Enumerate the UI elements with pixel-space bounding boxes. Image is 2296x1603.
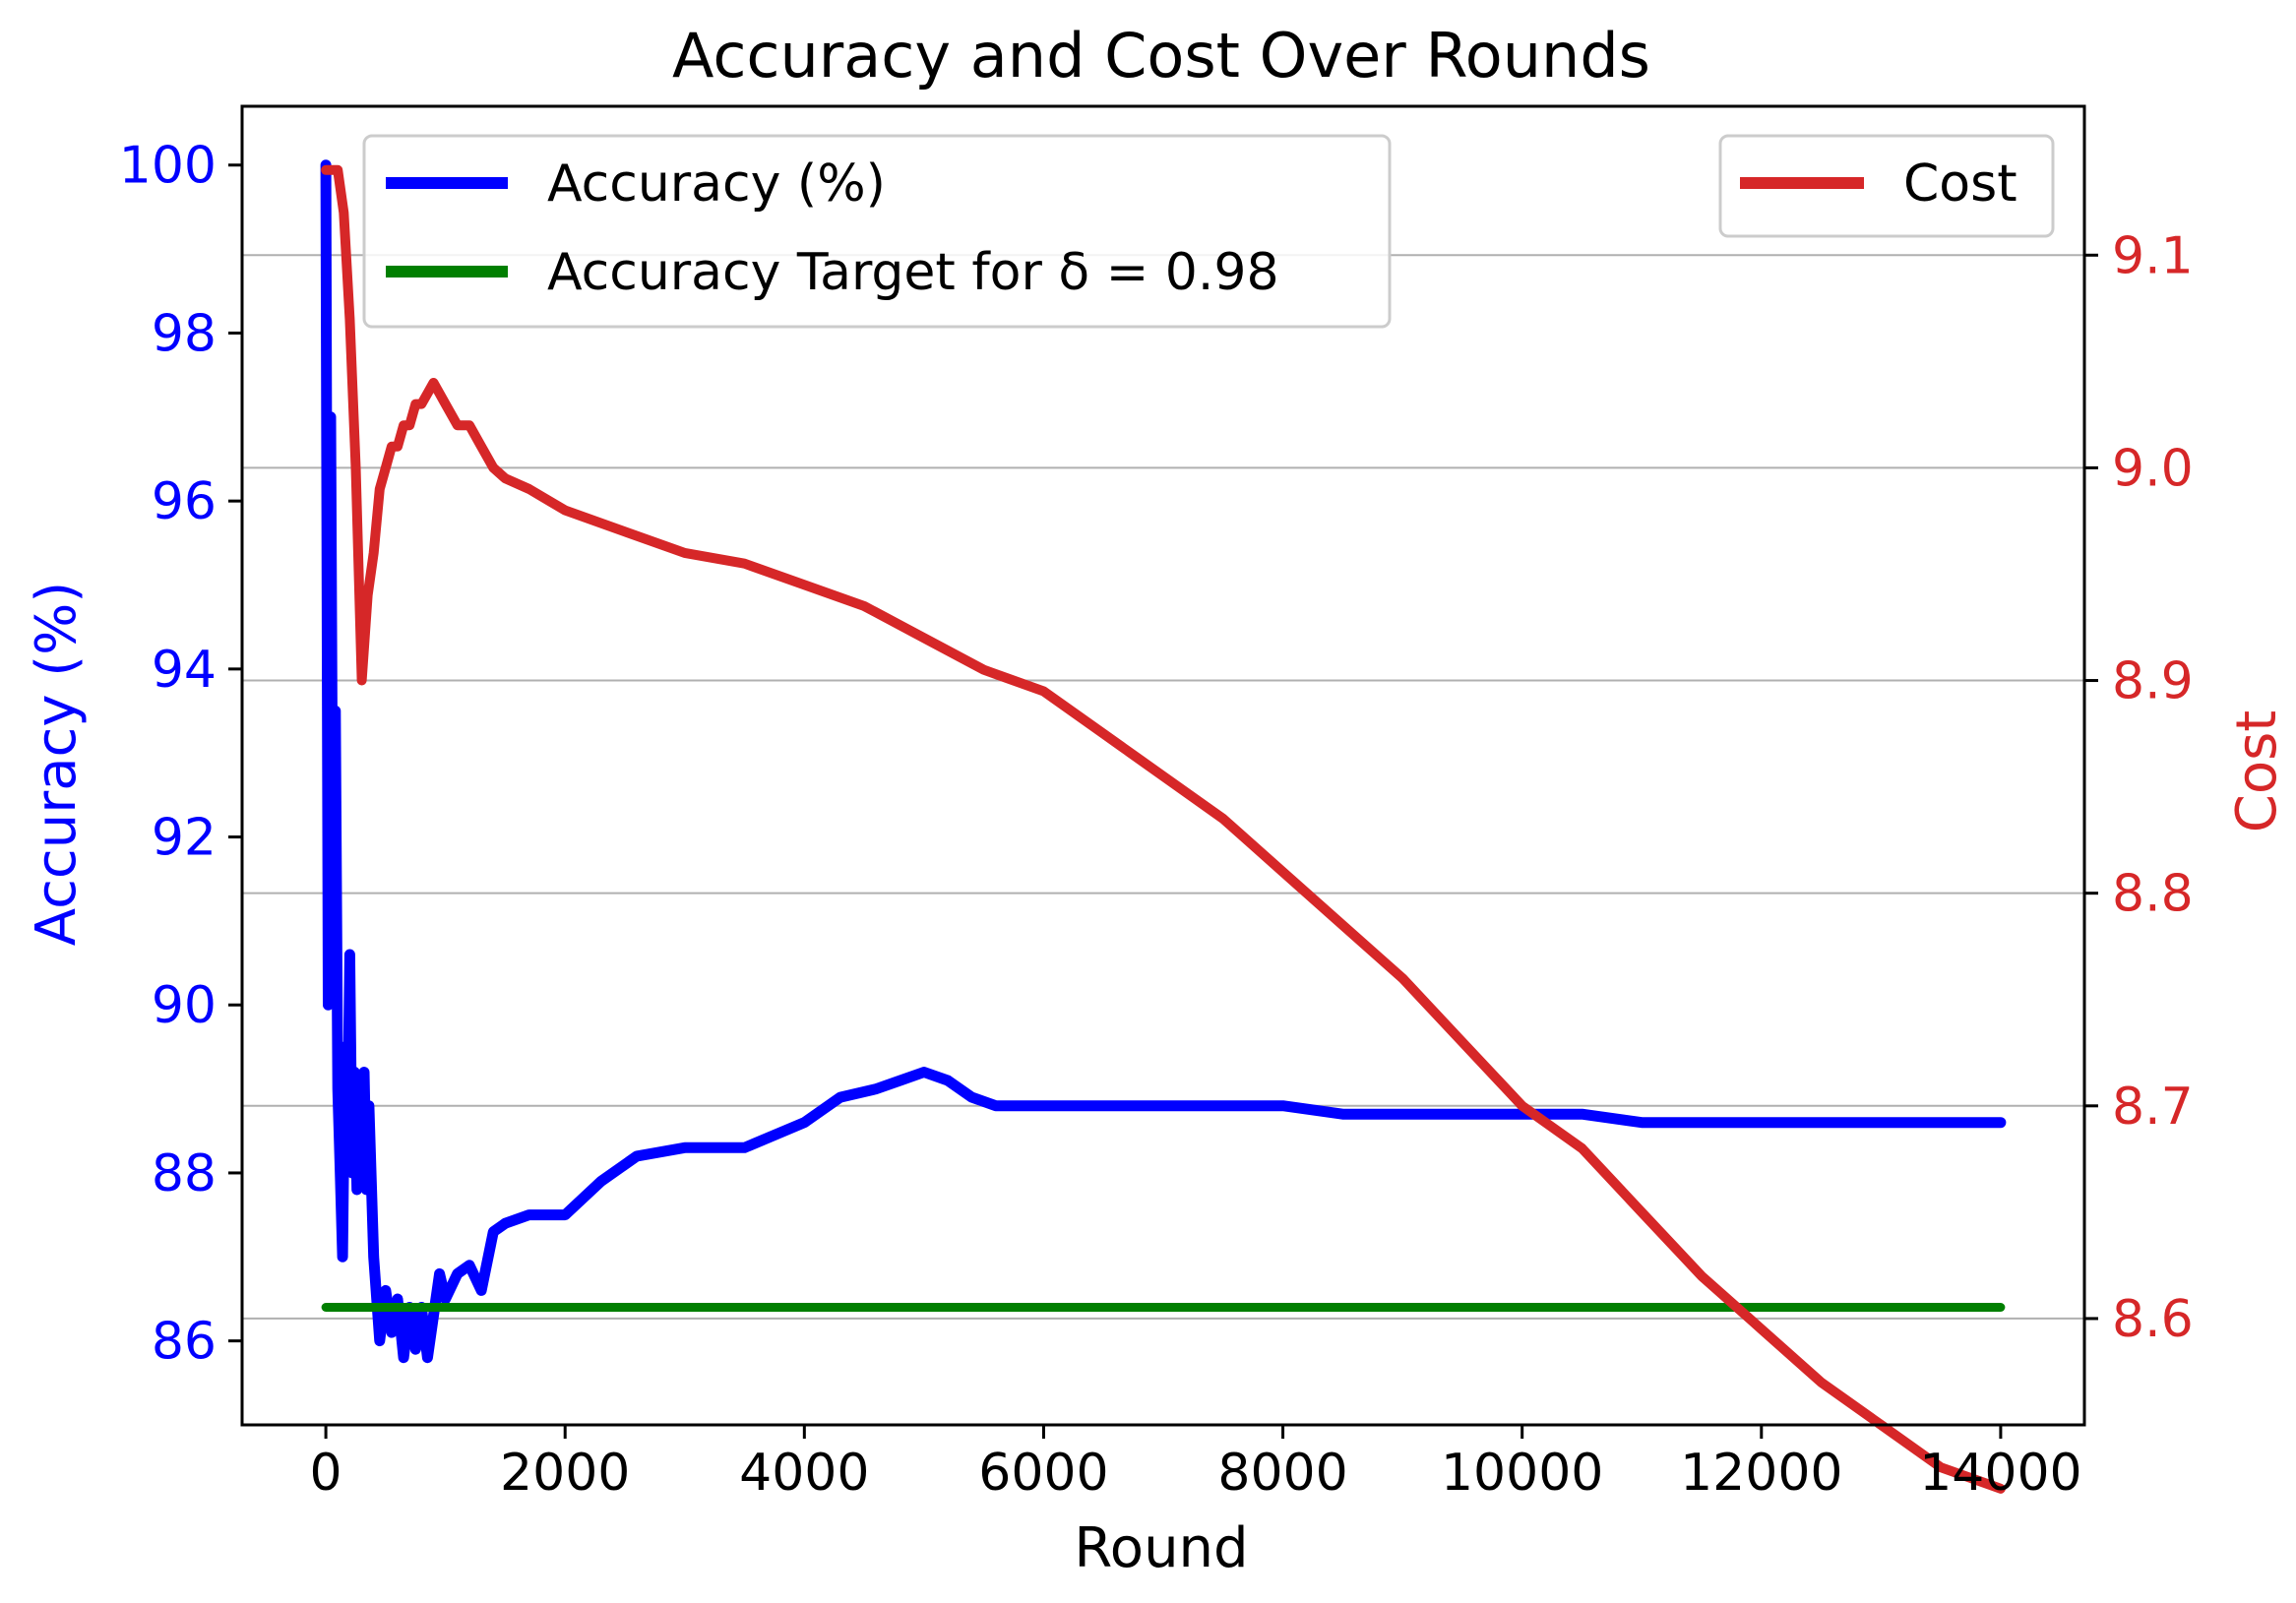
left-y-axis-label: Accuracy (%) (25, 582, 89, 946)
legend-accuracy-label: Accuracy (%) (547, 154, 886, 214)
left-y-tick-label: 96 (152, 472, 217, 531)
x-axis: 0 2000 4000 6000 8000 10000 12000 14000 (310, 1425, 2082, 1503)
legend-accuracy: Accuracy (%) Accuracy Target for δ = 0.9… (362, 134, 1392, 329)
x-tick-label: 6000 (978, 1444, 1108, 1503)
legend-cost-label: Cost (1903, 154, 2017, 214)
x-tick-label: 2000 (500, 1444, 630, 1503)
x-tick-label: 0 (310, 1444, 342, 1503)
x-tick-label: 12000 (1680, 1444, 1842, 1503)
right-y-tick-label: 8.6 (2112, 1290, 2194, 1349)
left-y-tick-label: 88 (152, 1144, 217, 1203)
legend-left-box (362, 134, 1392, 329)
cost-line (321, 164, 2006, 1494)
right-y-tick-label: 8.7 (2112, 1078, 2194, 1137)
left-y-tick-label: 100 (119, 137, 217, 196)
grid-lines (242, 254, 2084, 1320)
x-tick-label: 14000 (1919, 1444, 2081, 1503)
right-y-axis: 8.6 8.7 8.8 8.9 9.0 9.1 (2084, 226, 2194, 1349)
right-y-axis-label: Cost (2225, 710, 2289, 833)
x-axis-label: Round (1074, 1516, 1248, 1580)
chart-title: Accuracy and Cost Over Rounds (672, 20, 1650, 92)
x-tick-label: 10000 (1441, 1444, 1603, 1503)
left-y-tick-label: 86 (152, 1313, 217, 1372)
left-y-tick-label: 98 (152, 304, 217, 363)
series-layer (320, 159, 2007, 1494)
right-y-tick-label: 9.1 (2112, 226, 2194, 285)
right-y-tick-label: 9.0 (2112, 439, 2194, 498)
right-y-tick-label: 8.8 (2112, 865, 2194, 924)
right-y-tick-label: 8.9 (2112, 652, 2194, 711)
left-y-tick-label: 94 (152, 641, 217, 700)
left-y-tick-label: 92 (152, 809, 217, 868)
x-tick-label: 4000 (739, 1444, 869, 1503)
plot-frame (240, 104, 2086, 1427)
left-y-axis: 86 88 90 92 94 96 98 100 (119, 137, 242, 1372)
accuracy-line (320, 159, 2007, 1364)
legend-target-label: Accuracy Target for δ = 0.98 (547, 243, 1279, 302)
left-y-tick-label: 90 (152, 976, 217, 1035)
legend-right-box (1718, 134, 2055, 238)
legend-cost: Cost (1718, 134, 2055, 238)
x-tick-label: 8000 (1217, 1444, 1347, 1503)
